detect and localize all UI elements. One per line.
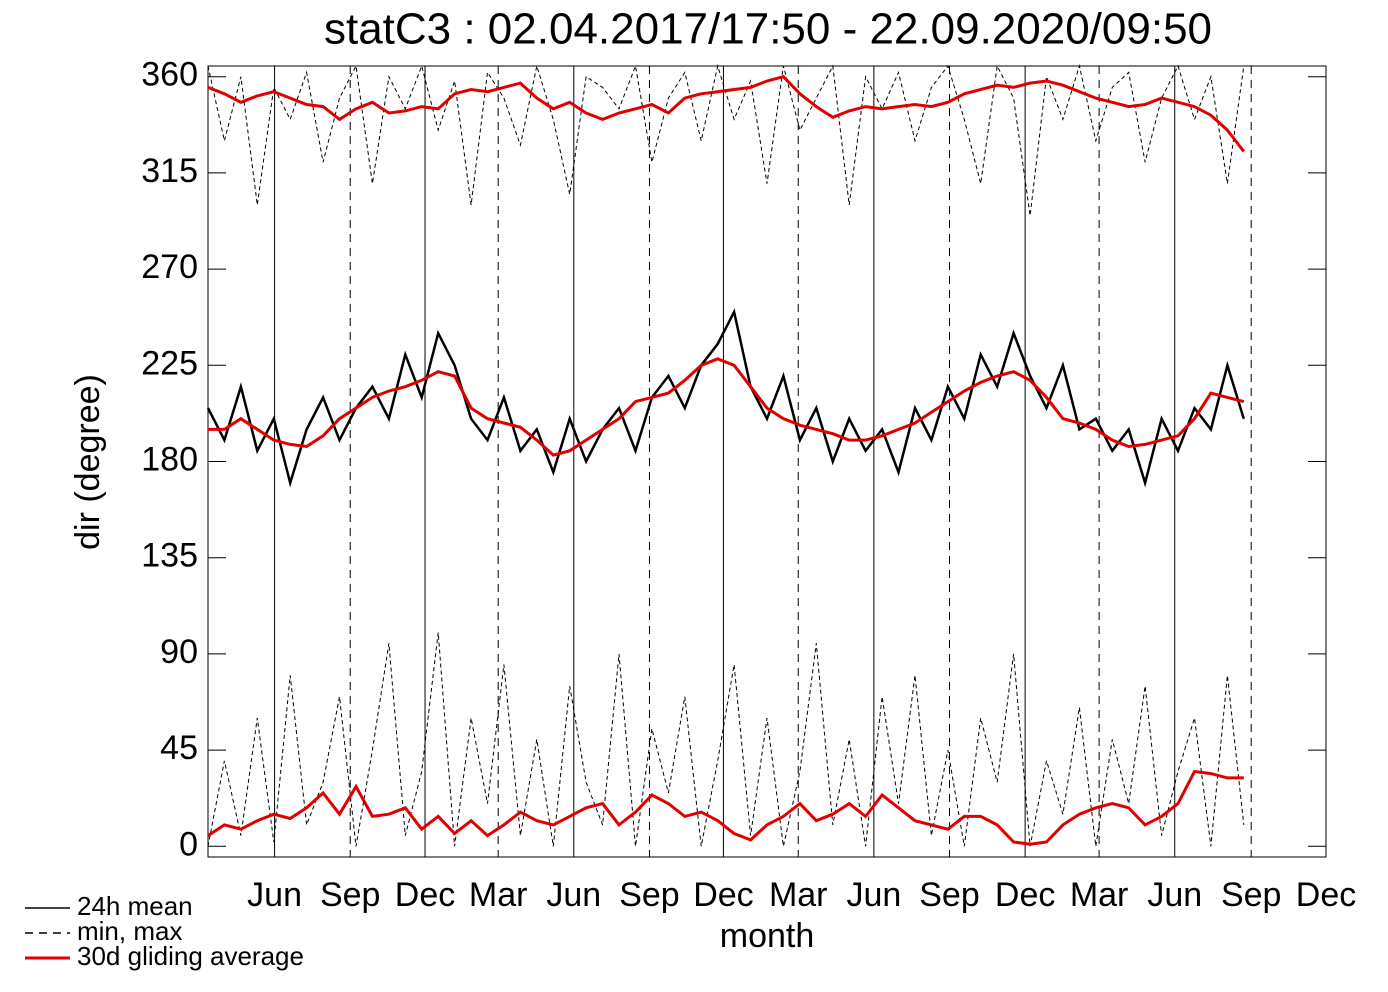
x-tick-label: Sep xyxy=(320,876,381,914)
legend-label: 30d gliding average xyxy=(77,941,304,971)
series-line xyxy=(207,75,1245,153)
series-line xyxy=(207,632,1245,847)
x-tick-label: Jun xyxy=(247,876,302,914)
x-tick-label: Jun xyxy=(1147,876,1202,914)
series-line xyxy=(206,308,1245,488)
plot-frame xyxy=(207,65,1327,858)
series-line xyxy=(207,64,1245,216)
x-tick-label: Mar xyxy=(769,876,828,914)
x-tick-label: Dec xyxy=(995,876,1055,914)
chart-title: statC3 : 02.04.2017/17:50 - 22.09.2020/0… xyxy=(324,5,1212,54)
y-tick-label: 180 xyxy=(141,440,198,478)
y-tick-label: 90 xyxy=(160,633,198,671)
y-tick-label: 225 xyxy=(141,344,198,382)
x-tick-label: Jun xyxy=(546,876,601,914)
x-tick-label: Sep xyxy=(619,876,680,914)
x-tick-label: Mar xyxy=(469,876,528,914)
y-tick-label: 270 xyxy=(141,248,198,286)
legend-label: 24h mean xyxy=(77,891,193,921)
y-tick-label: 135 xyxy=(141,537,198,575)
y-tick-label: 315 xyxy=(141,152,198,190)
y-axis-label: dir (degree) xyxy=(69,374,107,550)
x-tick-label: Mar xyxy=(1070,876,1129,914)
x-tick-label: Jun xyxy=(846,876,901,914)
y-tick-label: 45 xyxy=(160,729,198,767)
x-tick-label: Sep xyxy=(1221,876,1282,914)
x-tick-label: Dec xyxy=(693,876,753,914)
x-tick-label: Dec xyxy=(1296,876,1356,914)
legend-label: min, max xyxy=(77,916,182,946)
x-tick-label: Sep xyxy=(919,876,980,914)
x-axis-label: month xyxy=(720,917,815,955)
series-line xyxy=(207,769,1244,846)
y-tick-label: 0 xyxy=(179,825,198,863)
y-tick-label: 360 xyxy=(141,56,198,94)
series-line xyxy=(208,357,1245,457)
x-tick-label: Dec xyxy=(395,876,455,914)
